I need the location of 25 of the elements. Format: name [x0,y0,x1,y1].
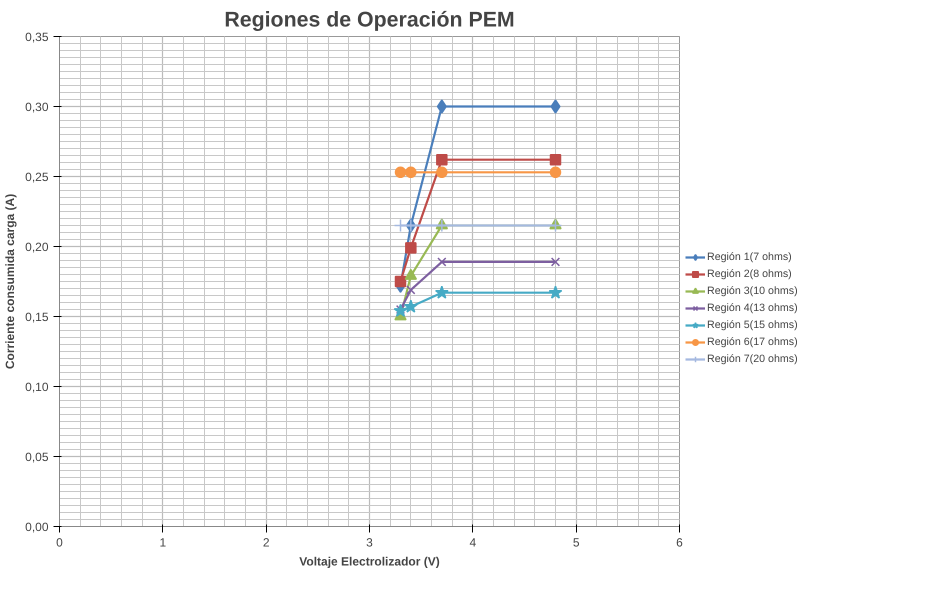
x-tick-label: 4 [469,536,476,550]
legend-label: Región 5(15 ohms) [707,319,798,331]
legend-label: Región 4(13 ohms) [707,302,798,314]
x-tick-label: 3 [366,536,374,550]
x-axis-title: Voltaje Electrolizador (V) [299,554,440,568]
x-tick-label: 6 [676,536,684,550]
y-tick-label: 0,20 [25,240,49,254]
y-tick-label: 0,15 [25,310,49,324]
x-tick-label: 0 [56,536,64,550]
x-tick-label: 1 [159,536,166,550]
y-tick-label: 0,25 [25,170,49,184]
chart-title: Regiones de Operación PEM [224,8,515,32]
x-tick-label: 2 [262,536,270,550]
y-axis-title: Corriente consumida carga (A) [3,194,18,370]
legend-label: Región 1(7 ohms) [707,251,792,263]
y-tick-label: 0,10 [25,380,49,394]
y-tick-label: 0,00 [25,520,49,534]
x-tick-label: 5 [572,536,580,550]
y-tick-label: 0,35 [25,30,49,44]
legend-label: Región 6(17 ohms) [707,336,798,348]
y-tick-label: 0,05 [25,450,49,464]
legend-label: Región 3(10 ohms) [707,285,798,297]
legend-label: Región 2(8 ohms) [707,268,792,280]
y-tick-label: 0,30 [25,100,49,114]
legend-label: Región 7(20 ohms) [707,353,798,365]
